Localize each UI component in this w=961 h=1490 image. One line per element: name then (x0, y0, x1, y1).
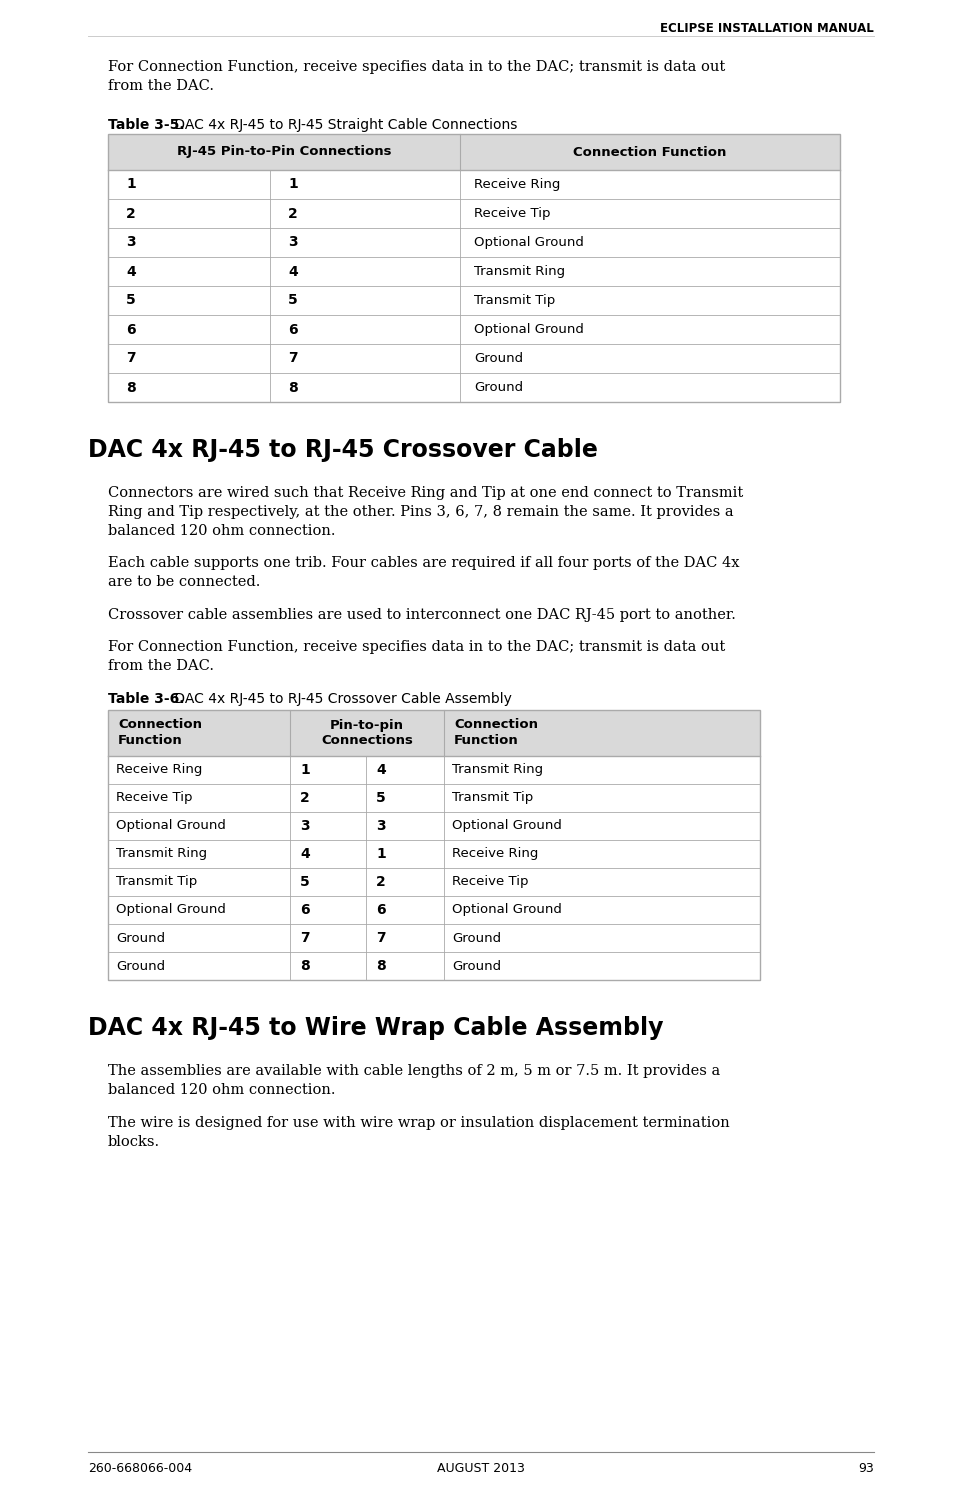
Text: 7: 7 (287, 352, 297, 365)
Text: Connectors are wired such that Receive Ring and Tip at one end connect to Transm: Connectors are wired such that Receive R… (108, 486, 743, 538)
Text: 4: 4 (287, 265, 298, 279)
Text: 8: 8 (376, 960, 385, 973)
Text: 2: 2 (126, 207, 136, 221)
Text: Table 3-6.: Table 3-6. (108, 691, 185, 706)
Text: Optional Ground: Optional Ground (116, 903, 226, 916)
Text: DAC 4x RJ-45 to RJ-45 Straight Cable Connections: DAC 4x RJ-45 to RJ-45 Straight Cable Con… (170, 118, 517, 133)
Text: 6: 6 (376, 903, 385, 916)
Text: 3: 3 (376, 820, 385, 833)
Text: 2: 2 (287, 207, 298, 221)
Bar (108, 711, 759, 980)
Text: 8: 8 (126, 380, 136, 395)
Text: Transmit Tip: Transmit Tip (116, 876, 197, 888)
Bar (108, 134, 839, 170)
Text: 8: 8 (287, 380, 298, 395)
Text: 5: 5 (126, 294, 136, 307)
Text: Receive Ring: Receive Ring (452, 848, 538, 861)
Text: 6: 6 (300, 903, 309, 916)
Text: The assemblies are available with cable lengths of 2 m, 5 m or 7.5 m. It provide: The assemblies are available with cable … (108, 1064, 720, 1097)
Text: Receive Ring: Receive Ring (474, 177, 560, 191)
Text: 7: 7 (376, 931, 385, 945)
Text: DAC 4x RJ-45 to RJ-45 Crossover Cable Assembly: DAC 4x RJ-45 to RJ-45 Crossover Cable As… (170, 691, 511, 706)
Text: Ground: Ground (452, 960, 501, 973)
Text: For Connection Function, receive specifies data in to the DAC; transmit is data : For Connection Function, receive specifi… (108, 641, 725, 673)
Text: Optional Ground: Optional Ground (452, 820, 561, 833)
Text: 260-668066-004: 260-668066-004 (87, 1462, 192, 1475)
Text: Crossover cable assemblies are used to interconnect one DAC RJ-45 port to anothe: Crossover cable assemblies are used to i… (108, 608, 735, 621)
Text: The wire is designed for use with wire wrap or insulation displacement terminati: The wire is designed for use with wire w… (108, 1116, 729, 1149)
Text: 5: 5 (300, 875, 309, 890)
Text: Connection Function: Connection Function (573, 146, 726, 158)
Text: Ground: Ground (116, 931, 165, 945)
Text: Pin-to-pin
Connections: Pin-to-pin Connections (321, 718, 412, 748)
Text: Transmit Ring: Transmit Ring (452, 763, 543, 776)
Text: Each cable supports one trib. Four cables are required if all four ports of the : Each cable supports one trib. Four cable… (108, 556, 739, 589)
Text: RJ-45 Pin-to-Pin Connections: RJ-45 Pin-to-Pin Connections (177, 146, 391, 158)
Bar (108, 711, 759, 755)
Text: Ground: Ground (474, 352, 523, 365)
Text: 4: 4 (376, 763, 385, 776)
Text: 7: 7 (300, 931, 309, 945)
Text: Optional Ground: Optional Ground (116, 820, 226, 833)
Text: 5: 5 (376, 791, 385, 805)
Text: Ground: Ground (452, 931, 501, 945)
Text: Receive Tip: Receive Tip (452, 876, 528, 888)
Text: 1: 1 (376, 846, 385, 861)
Text: Optional Ground: Optional Ground (474, 323, 583, 337)
Text: Receive Tip: Receive Tip (474, 207, 550, 221)
Text: Transmit Tip: Transmit Tip (452, 791, 532, 805)
Text: Optional Ground: Optional Ground (452, 903, 561, 916)
Text: Ground: Ground (116, 960, 165, 973)
Text: Receive Tip: Receive Tip (116, 791, 192, 805)
Text: For Connection Function, receive specifies data in to the DAC; transmit is data : For Connection Function, receive specifi… (108, 60, 725, 92)
Text: 1: 1 (287, 177, 298, 192)
Text: ECLIPSE INSTALLATION MANUAL: ECLIPSE INSTALLATION MANUAL (659, 22, 874, 34)
Text: 3: 3 (287, 235, 297, 249)
Text: Connection
Function: Connection Function (118, 718, 202, 748)
Text: DAC 4x RJ-45 to RJ-45 Crossover Cable: DAC 4x RJ-45 to RJ-45 Crossover Cable (87, 438, 597, 462)
Text: 7: 7 (126, 352, 136, 365)
Text: 8: 8 (300, 960, 309, 973)
Text: 5: 5 (287, 294, 298, 307)
Text: 1: 1 (300, 763, 309, 776)
Text: Transmit Ring: Transmit Ring (116, 848, 207, 861)
Text: 4: 4 (126, 265, 136, 279)
Text: 2: 2 (300, 791, 309, 805)
Text: 93: 93 (857, 1462, 874, 1475)
Text: 3: 3 (300, 820, 309, 833)
Text: Transmit Ring: Transmit Ring (474, 265, 564, 279)
Text: Table 3-5.: Table 3-5. (108, 118, 185, 133)
Text: 4: 4 (300, 846, 309, 861)
Text: Transmit Tip: Transmit Tip (474, 294, 554, 307)
Text: Connection
Function: Connection Function (454, 718, 537, 748)
Text: 2: 2 (376, 875, 385, 890)
Text: 3: 3 (126, 235, 136, 249)
Text: Ground: Ground (474, 381, 523, 393)
Text: Optional Ground: Optional Ground (474, 235, 583, 249)
Text: Receive Ring: Receive Ring (116, 763, 202, 776)
Text: 1: 1 (126, 177, 136, 192)
Text: AUGUST 2013: AUGUST 2013 (436, 1462, 525, 1475)
Text: 6: 6 (287, 322, 297, 337)
Text: 6: 6 (126, 322, 136, 337)
Text: DAC 4x RJ-45 to Wire Wrap Cable Assembly: DAC 4x RJ-45 to Wire Wrap Cable Assembly (87, 1016, 663, 1040)
Bar (108, 134, 839, 402)
